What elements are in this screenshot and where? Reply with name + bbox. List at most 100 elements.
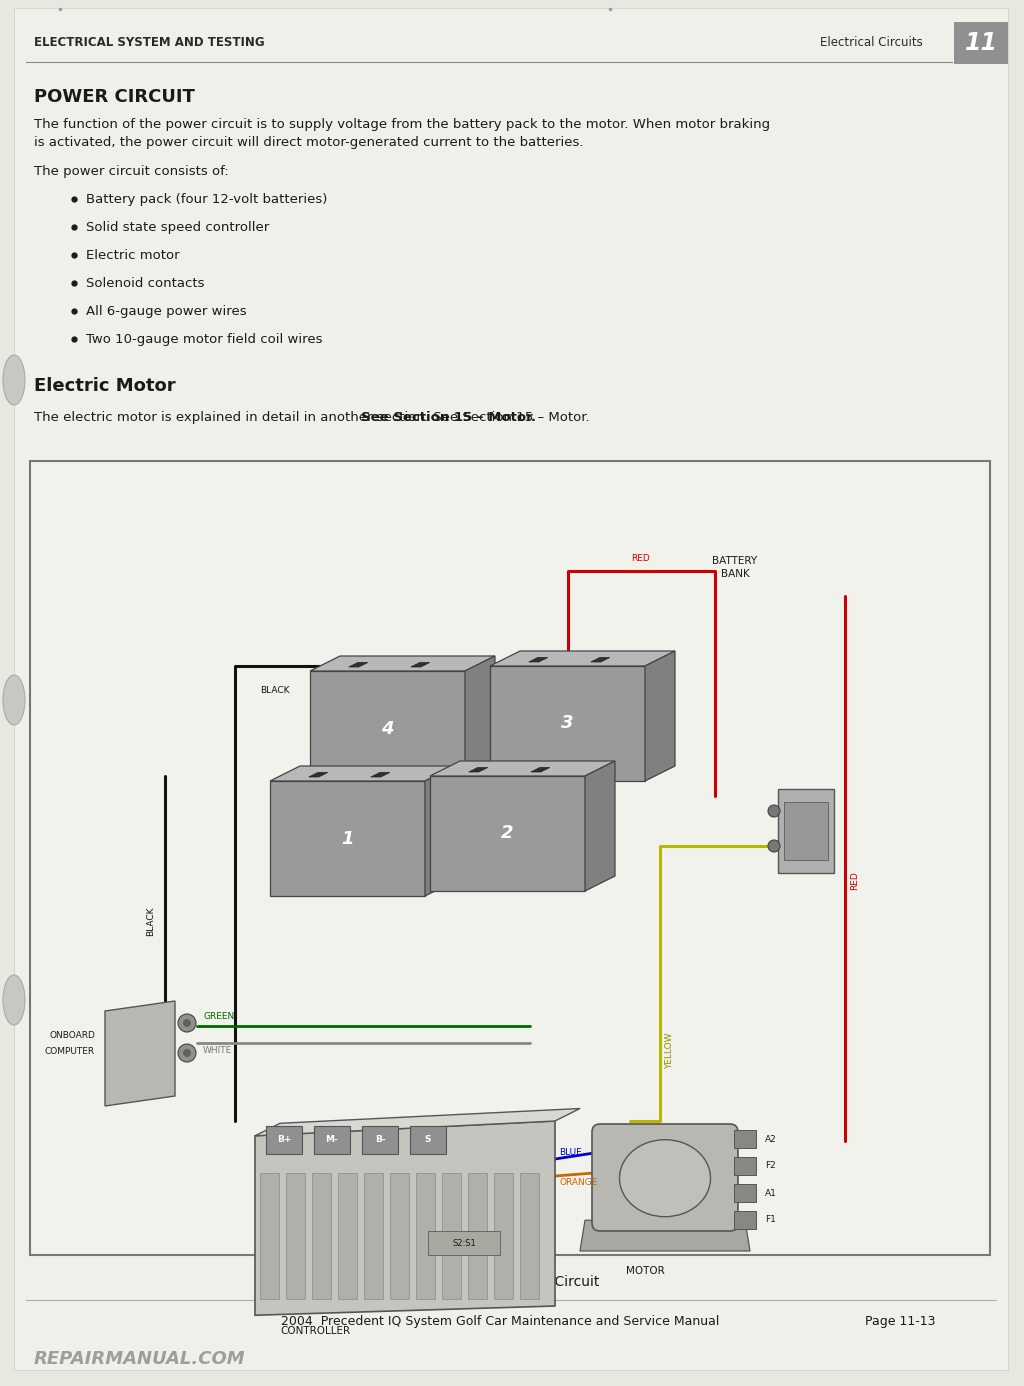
Text: A2: A2 bbox=[765, 1135, 777, 1143]
Circle shape bbox=[768, 840, 780, 852]
Text: The function of the power circuit is to supply voltage from the battery pack to : The function of the power circuit is to … bbox=[34, 118, 770, 132]
Polygon shape bbox=[490, 667, 645, 780]
Text: BANK: BANK bbox=[721, 570, 750, 579]
Polygon shape bbox=[349, 663, 368, 667]
Polygon shape bbox=[469, 768, 487, 772]
Ellipse shape bbox=[620, 1139, 711, 1217]
Text: COMPUTER: COMPUTER bbox=[45, 1046, 95, 1056]
Text: The electric motor is explained in detail in another section. See Section 15 – M: The electric motor is explained in detai… bbox=[34, 412, 590, 424]
FancyBboxPatch shape bbox=[468, 1173, 487, 1299]
Polygon shape bbox=[255, 1121, 555, 1315]
FancyBboxPatch shape bbox=[954, 22, 1008, 64]
Text: A1: A1 bbox=[765, 1189, 777, 1198]
Text: 2004  Precedent IQ System Golf Car Maintenance and Service Manual: 2004 Precedent IQ System Golf Car Mainte… bbox=[281, 1315, 719, 1328]
Text: YELLOW: YELLOW bbox=[665, 1033, 674, 1069]
Polygon shape bbox=[425, 766, 455, 895]
FancyBboxPatch shape bbox=[494, 1173, 513, 1299]
FancyBboxPatch shape bbox=[734, 1211, 756, 1229]
FancyBboxPatch shape bbox=[314, 1125, 350, 1155]
Polygon shape bbox=[465, 656, 495, 786]
FancyBboxPatch shape bbox=[592, 1124, 738, 1231]
Polygon shape bbox=[528, 657, 548, 663]
FancyBboxPatch shape bbox=[410, 1125, 446, 1155]
Polygon shape bbox=[490, 651, 675, 667]
FancyBboxPatch shape bbox=[734, 1184, 756, 1202]
Text: BATTERY: BATTERY bbox=[713, 556, 758, 565]
Ellipse shape bbox=[3, 974, 25, 1026]
FancyBboxPatch shape bbox=[428, 1231, 500, 1254]
Polygon shape bbox=[430, 776, 585, 891]
Polygon shape bbox=[530, 768, 550, 772]
Text: All 6-gauge power wires: All 6-gauge power wires bbox=[86, 305, 247, 317]
Polygon shape bbox=[255, 1109, 580, 1135]
FancyBboxPatch shape bbox=[30, 462, 990, 1254]
FancyBboxPatch shape bbox=[286, 1173, 305, 1299]
Polygon shape bbox=[270, 766, 455, 780]
Text: GREEN: GREEN bbox=[203, 1012, 234, 1021]
FancyBboxPatch shape bbox=[416, 1173, 435, 1299]
Text: ONBOARD: ONBOARD bbox=[49, 1031, 95, 1041]
Text: ELECTRICAL SYSTEM AND TESTING: ELECTRICAL SYSTEM AND TESTING bbox=[34, 36, 264, 49]
FancyBboxPatch shape bbox=[362, 1125, 398, 1155]
Text: Solid state speed controller: Solid state speed controller bbox=[86, 220, 269, 234]
FancyBboxPatch shape bbox=[390, 1173, 409, 1299]
FancyBboxPatch shape bbox=[784, 802, 828, 859]
FancyBboxPatch shape bbox=[266, 1125, 302, 1155]
Text: RED: RED bbox=[850, 872, 859, 890]
Text: CONTROLLER: CONTROLLER bbox=[280, 1326, 350, 1336]
Text: RED: RED bbox=[632, 554, 650, 563]
FancyBboxPatch shape bbox=[734, 1130, 756, 1148]
Text: ORANGE: ORANGE bbox=[559, 1178, 597, 1186]
Polygon shape bbox=[580, 1220, 750, 1252]
FancyBboxPatch shape bbox=[734, 1157, 756, 1175]
Text: BLUE: BLUE bbox=[559, 1148, 582, 1157]
Polygon shape bbox=[591, 657, 609, 663]
Circle shape bbox=[768, 805, 780, 816]
Text: Figure 11-9  Power Circuit: Figure 11-9 Power Circuit bbox=[421, 1275, 599, 1289]
Text: 11: 11 bbox=[965, 30, 997, 55]
Text: 1: 1 bbox=[341, 829, 353, 847]
Text: Electric motor: Electric motor bbox=[86, 249, 179, 262]
Text: See Section 15 – Motor.: See Section 15 – Motor. bbox=[361, 412, 537, 424]
Polygon shape bbox=[411, 663, 430, 667]
FancyBboxPatch shape bbox=[14, 8, 1008, 1369]
Text: S2:S1: S2:S1 bbox=[453, 1239, 476, 1247]
Circle shape bbox=[178, 1015, 196, 1033]
Polygon shape bbox=[270, 780, 425, 895]
Text: The power circuit consists of:: The power circuit consists of: bbox=[34, 165, 228, 177]
Text: S: S bbox=[425, 1135, 431, 1145]
Text: F1: F1 bbox=[765, 1216, 776, 1224]
Text: M-: M- bbox=[326, 1135, 338, 1145]
Text: B-: B- bbox=[375, 1135, 385, 1145]
FancyBboxPatch shape bbox=[442, 1173, 461, 1299]
Text: Electrical Circuits: Electrical Circuits bbox=[820, 36, 923, 49]
Text: is activated, the power circuit will direct motor-generated current to the batte: is activated, the power circuit will dir… bbox=[34, 136, 584, 150]
Text: Page 11-13: Page 11-13 bbox=[864, 1315, 935, 1328]
Polygon shape bbox=[585, 761, 615, 891]
FancyBboxPatch shape bbox=[260, 1173, 279, 1299]
Polygon shape bbox=[309, 772, 328, 778]
Text: MOTOR: MOTOR bbox=[626, 1265, 665, 1277]
Polygon shape bbox=[310, 656, 495, 671]
Text: B+: B+ bbox=[276, 1135, 291, 1145]
Polygon shape bbox=[645, 651, 675, 780]
Ellipse shape bbox=[3, 675, 25, 725]
FancyBboxPatch shape bbox=[778, 789, 834, 873]
Text: BLACK: BLACK bbox=[146, 906, 155, 936]
Text: Solenoid contacts: Solenoid contacts bbox=[86, 277, 205, 290]
FancyBboxPatch shape bbox=[338, 1173, 357, 1299]
Text: Electric Motor: Electric Motor bbox=[34, 377, 176, 395]
Text: 2: 2 bbox=[502, 825, 514, 843]
Ellipse shape bbox=[3, 355, 25, 405]
Polygon shape bbox=[105, 1001, 175, 1106]
Text: Battery pack (four 12-volt batteries): Battery pack (four 12-volt batteries) bbox=[86, 193, 328, 207]
Text: 3: 3 bbox=[561, 715, 573, 732]
Circle shape bbox=[183, 1049, 191, 1058]
Text: POWER CIRCUIT: POWER CIRCUIT bbox=[34, 87, 195, 105]
FancyBboxPatch shape bbox=[364, 1173, 383, 1299]
Polygon shape bbox=[430, 761, 615, 776]
Text: 4: 4 bbox=[381, 719, 394, 737]
FancyBboxPatch shape bbox=[520, 1173, 539, 1299]
Text: BLACK: BLACK bbox=[260, 686, 290, 694]
Polygon shape bbox=[310, 671, 465, 786]
